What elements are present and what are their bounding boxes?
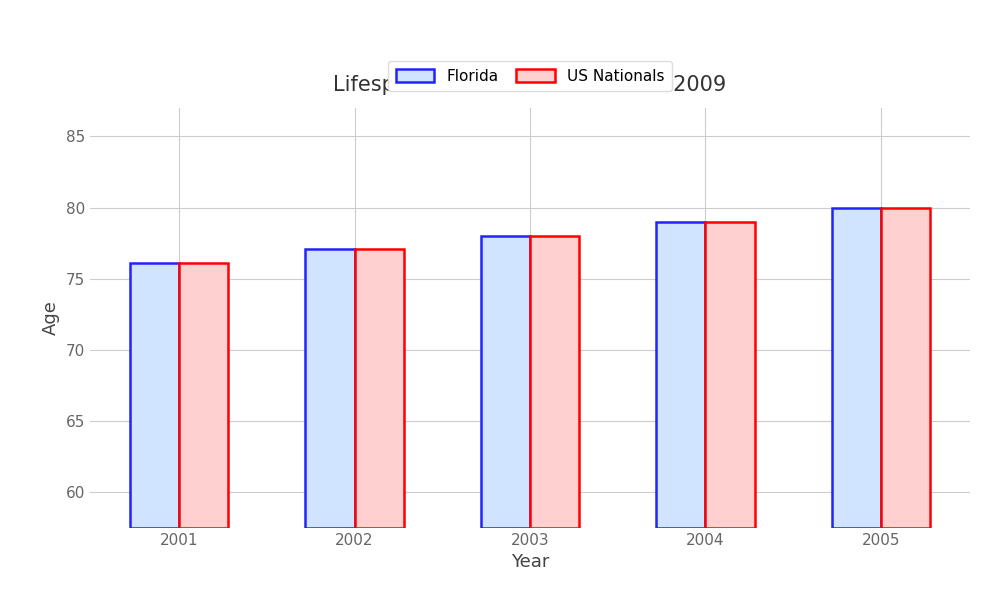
Y-axis label: Age: Age xyxy=(42,301,60,335)
Bar xyxy=(881,208,930,528)
Title: Lifespan in Florida from 1968 to 2009: Lifespan in Florida from 1968 to 2009 xyxy=(333,76,727,95)
Bar xyxy=(530,236,579,528)
Legend: Florida, US Nationals: Florida, US Nationals xyxy=(388,61,672,91)
Bar xyxy=(832,208,881,528)
X-axis label: Year: Year xyxy=(511,553,549,571)
Bar xyxy=(656,222,705,528)
Bar xyxy=(705,222,755,528)
Bar xyxy=(305,249,355,528)
Bar xyxy=(130,263,179,528)
Bar xyxy=(481,236,530,528)
Bar xyxy=(179,263,228,528)
Bar xyxy=(355,249,404,528)
